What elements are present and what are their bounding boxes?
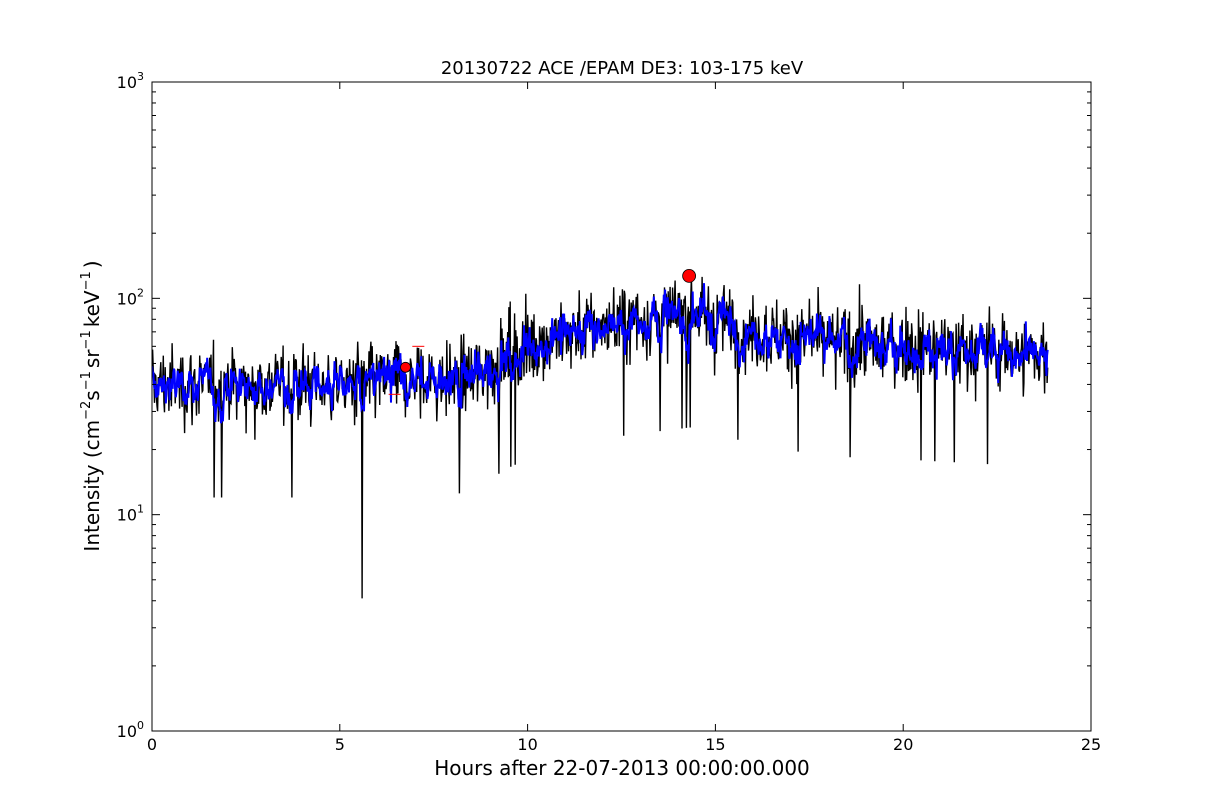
marker-group <box>400 268 697 373</box>
plot-area <box>152 268 1049 599</box>
series-line-smoothed <box>152 283 1049 424</box>
x-axis: 0 5 10 15 20 25 <box>147 82 1101 754</box>
y-axis: 100 101 102 103 <box>117 70 1091 741</box>
marker-point <box>682 268 697 283</box>
x-tick-label: 5 <box>335 735 345 754</box>
interval-bracket <box>388 345 425 395</box>
y-tick-label: 103 <box>117 70 144 92</box>
y-tick-label: 102 <box>117 286 144 308</box>
x-tick-label: 15 <box>705 735 725 754</box>
x-tick-label: 20 <box>893 735 913 754</box>
plot-frame <box>151 81 1092 732</box>
y-tick-label: 100 <box>117 719 144 741</box>
x-tick-label: 0 <box>147 735 157 754</box>
chart-title: 20130722 ACE /EPAM DE3: 103-175 keV <box>441 58 804 79</box>
y-axis-label: Intensity (cm−2s−1sr−1keV−1) <box>79 260 104 551</box>
x-axis-label: Hours after 22-07-2013 00:00:00.000 <box>434 756 810 780</box>
y-tick-label: 101 <box>117 503 144 525</box>
marker-point <box>400 361 411 373</box>
x-tick-label: 10 <box>517 735 537 754</box>
x-tick-label: 25 <box>1081 735 1101 754</box>
